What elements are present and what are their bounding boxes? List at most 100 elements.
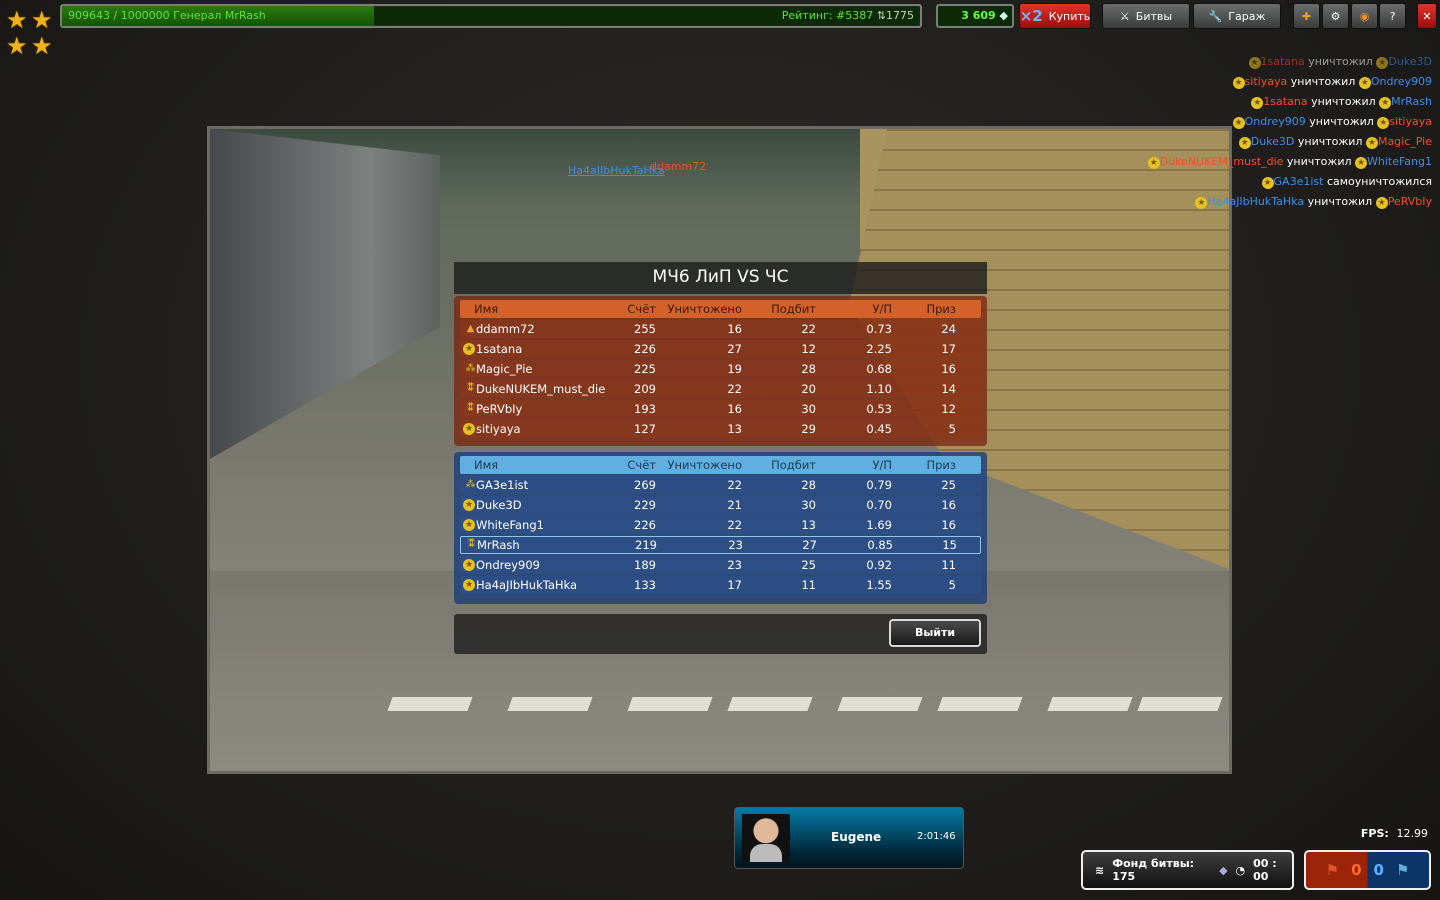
column-header[interactable]: Счёт [627,302,656,316]
sound-button[interactable]: ◉ [1351,3,1378,29]
fps-label: FPS: [1360,827,1389,840]
rank-stars-icon: ★ ★ ★ ★ [6,6,53,60]
table-row: ★ Ondrey909 189 23 25 0.92 11 [460,556,981,574]
deaths-cell: 12 [801,342,816,356]
killer-name: sitiyaya [1244,75,1288,88]
score-cell: 226 [634,342,656,356]
building-left [210,129,440,459]
kd-cell: 1.55 [866,578,892,592]
rank-star-circle-icon: ★ [463,519,475,531]
kill-verb: уничтожил [1290,75,1356,88]
buy-label: Купить [1048,9,1091,23]
player-name: DukeNUKEM_must_die [476,382,606,396]
player-name-cell: ★ Ondrey909 [463,558,540,572]
buy-button[interactable]: ×2 Купить [1019,3,1091,29]
road-marking [837,697,923,711]
column-header[interactable]: Приз [926,302,956,316]
kills-cell: 16 [727,322,742,336]
player-name-cell: ⁂ Magic_Pie [463,362,533,376]
column-header[interactable]: Подбит [771,458,816,472]
kd-cell: 0.92 [866,558,892,572]
column-header[interactable]: Приз [926,458,956,472]
help-icon: ? [1389,9,1396,23]
rank-icon: ★ [1251,97,1264,109]
table-row: ★ WhiteFang1 226 22 13 1.69 16 [460,516,981,534]
exit-button[interactable]: Выйти [889,619,981,647]
battle-fund: ≋ Фонд битвы: 175 ◆ ◔ 00 : 00 [1081,850,1294,890]
prize-cell: 14 [941,382,956,396]
deaths-cell: 22 [801,322,816,336]
score-cell: 209 [634,382,656,396]
column-header[interactable]: У/П [872,302,892,316]
rank-icon: ★ [1376,57,1389,69]
kills-cell: 22 [727,382,742,396]
column-header[interactable]: Имя [474,302,499,316]
column-header[interactable]: Имя [474,458,499,472]
column-header[interactable]: Счёт [627,458,656,472]
rank-icon: ★ [1261,177,1274,189]
close-button[interactable]: ✕ [1417,3,1437,29]
kd-cell: 0.68 [866,362,892,376]
rank-icon: ★ [1355,157,1367,169]
player-name-cell: ★ 1satana [463,342,522,356]
player-name-cell: ⁑⁑ MrRash [464,538,520,552]
prize-cell: 16 [941,518,956,532]
sound-icon: ◉ [1359,9,1370,23]
settings-button[interactable]: ⚙ [1322,3,1349,29]
rank-icon: ★ [1375,197,1388,209]
player-name-cell: ⁂ GA3e1ist [463,478,529,492]
help-button[interactable]: ? [1379,3,1406,29]
tank-label-blue: Ha4aJIbHukTaHka [568,164,665,177]
score-cell: 219 [635,538,657,552]
avatar [742,814,790,862]
prize-cell: 16 [941,498,956,512]
table-row: ⁑⁑ DukeNUKEM_must_die 209 22 20 1.10 14 [460,380,981,398]
crystal-icon: ◆ [999,9,1008,22]
deaths-cell: 28 [801,362,816,376]
garage-button[interactable]: 🔧 Гараж [1193,3,1281,29]
kill-verb: уничтожил [1307,195,1373,208]
red-team-table: Имя Счёт Уничтожено Подбит У/П Приз ▲ ddamm72 … [454,296,987,446]
battles-button[interactable]: ⚔ Битвы [1102,3,1190,29]
victim-name: PeRVbIy [1387,195,1432,208]
column-header[interactable]: Уничтожено [667,458,742,472]
buy-multiplier: ×2 [1019,7,1043,25]
deaths-cell: 13 [801,518,816,532]
kill-feed-entry: ★ DukeNUKEM_must_die уничтожил ★ WhiteFang… [1147,152,1432,172]
kd-cell: 0.85 [867,538,893,552]
column-header[interactable]: Подбит [771,302,816,316]
player-name: PeRVbIy [476,402,523,416]
road-marking [1137,697,1223,711]
crystals-counter: 3 609 ◆ [936,4,1014,28]
kill-feed-entry: ★ Ha4aJIbHukTaHka уничтожил ★ PeRVbIy [1148,192,1432,212]
kd-cell: 0.53 [866,402,892,416]
rank-icon: ★ [1379,97,1392,109]
table-row: ⁑⁑ PeRVbIy 193 16 30 0.53 12 [460,400,981,418]
rank-ember-icon: ▲ [466,323,475,334]
prize-cell: 5 [948,422,956,436]
score-cell: 127 [634,422,656,436]
player-name: Duke3D [476,498,522,512]
rank-icon: ★ [1232,117,1245,129]
kills-cell: 27 [727,342,742,356]
battle-results-panel: МЧ6 ЛиП VS ЧС Имя Счёт Уничтожено Подбит У/П… [454,262,987,654]
fund-label: Фонд битвы: 175 [1112,857,1195,883]
player-name: Magic_Pie [476,362,533,376]
flag-score: ⚑ 0 0 ⚑ [1304,850,1431,890]
column-header[interactable]: У/П [872,458,892,472]
killer-name: 1satana [1260,55,1305,68]
road [210,571,1229,771]
column-header[interactable]: Уничтожено [667,302,742,316]
fps-counter: FPS: 12.99 [1361,827,1428,840]
add-friend-button[interactable]: ✚ [1293,3,1320,29]
player-name-cell: ★ WhiteFang1 [463,518,544,532]
rank-four-stars-icon: ⁑⁑ [468,539,475,550]
kill-feed-entry: ★ Duke3D уничтожил ★ Magic_Pie [1148,132,1432,152]
table-row: ★ Duke3D 229 21 30 0.70 16 [460,496,981,514]
kill-verb: уничтожил [1308,55,1373,68]
rank-icon: ★ [1358,77,1371,89]
fund-timer: 00 : 00 [1253,857,1277,883]
crossed-swords-icon: ⚔ [1119,9,1130,23]
kill-verb: уничтожил [1286,155,1352,168]
deaths-cell: 25 [801,558,816,572]
